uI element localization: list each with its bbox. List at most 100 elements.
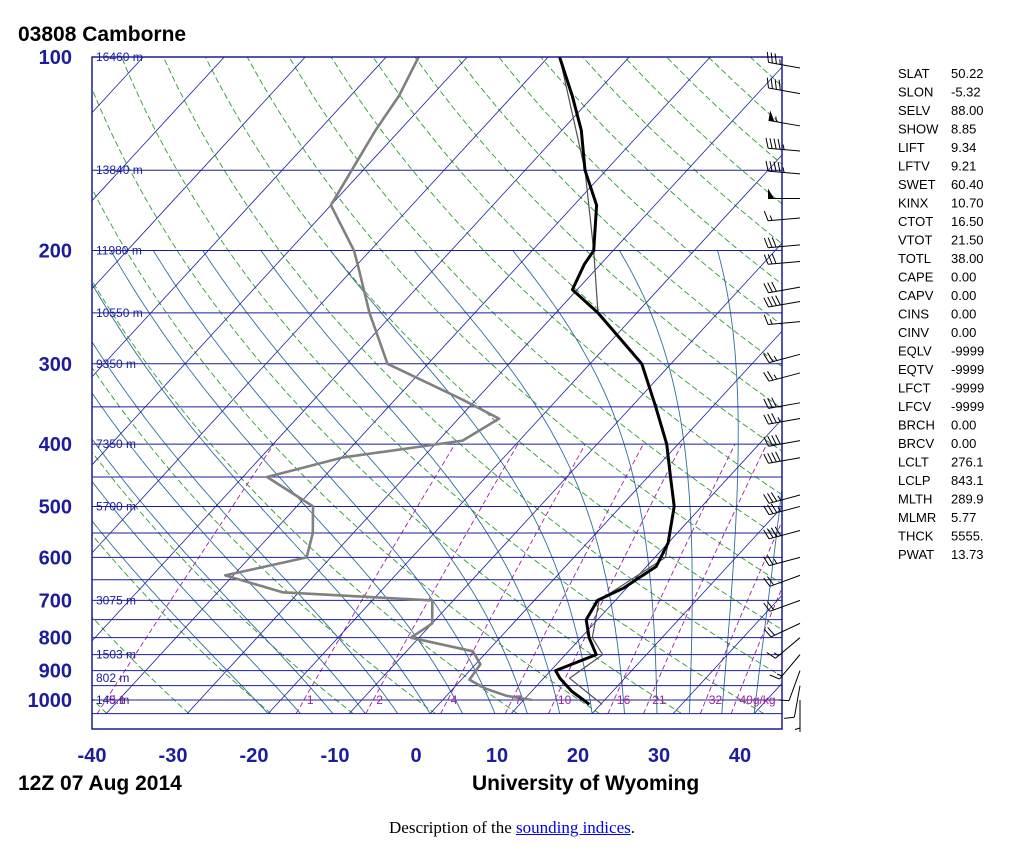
wind-barb [794, 700, 801, 732]
height-label: 10550 m [96, 306, 143, 320]
index-value: 60.40 [951, 177, 984, 192]
wind-barb-full [763, 436, 769, 447]
wind-barb-full [763, 297, 769, 308]
isotherm-line [92, 57, 306, 290]
sounding-indices-link[interactable]: sounding indices [516, 818, 631, 837]
index-value: -9999 [951, 381, 984, 396]
isotherm-line [92, 57, 630, 642]
wind-barb-full [775, 451, 781, 462]
wind-barb-full [773, 138, 777, 149]
index-value: 5555. [951, 529, 984, 544]
wind-barb-half [773, 652, 779, 657]
index-name: EQLV [898, 344, 932, 359]
mixing-ratio-line [699, 520, 782, 714]
index-value: 0.00 [951, 307, 976, 322]
isotherm-line [92, 57, 387, 378]
wind-barb-full [771, 281, 777, 292]
wind-barb-full [771, 237, 777, 248]
temperature-tick-label: 0 [410, 745, 421, 767]
temperature-tick-label: 40 [729, 745, 751, 767]
index-name: PWAT [898, 547, 934, 562]
wind-barb-full [767, 371, 774, 381]
wind-barb [763, 371, 801, 382]
wind-barb-full [775, 295, 781, 306]
moist-adiabat-line [413, 250, 625, 714]
index-value: 38.00 [951, 251, 984, 266]
pressure-tick-label: 900 [39, 661, 72, 683]
index-value: 0.00 [951, 288, 976, 303]
station-title: 03808 Camborne [18, 23, 186, 46]
temperature-tick-label: -30 [159, 745, 188, 767]
wind-barb [769, 654, 801, 680]
moist-adiabat-line [619, 250, 693, 714]
wind-barb [763, 281, 801, 294]
wind-barb-staff [788, 670, 801, 701]
wind-barb-staff [768, 440, 801, 447]
isotherm-line [510, 418, 782, 714]
wind-barb-pennant [768, 110, 775, 122]
mixing-ratio-label: 4 [451, 693, 458, 707]
wind-barb [763, 295, 801, 308]
wind-barb-half [776, 673, 783, 677]
dry-adiabats [92, 57, 782, 714]
wind-barb [778, 670, 801, 702]
index-name: LFTV [898, 159, 930, 174]
isobars [92, 57, 782, 715]
wind-barb-half [769, 215, 773, 221]
isotherms [92, 57, 782, 714]
mixing-ratio-line [643, 443, 768, 714]
wind-barb-half [779, 59, 781, 65]
isotherm-line [429, 330, 782, 714]
temperature-tick-label: 20 [567, 745, 589, 767]
wind-barb-full [765, 137, 769, 149]
moist-adiabat-line [202, 250, 528, 714]
index-name: THCK [898, 529, 934, 544]
wind-barb-full [767, 528, 774, 538]
wind-barb-full [771, 435, 777, 446]
wind-barb-full [767, 435, 773, 446]
timestamp: 12Z 07 Aug 2014 [18, 772, 182, 795]
index-value: 0.00 [951, 436, 976, 451]
temperature-tick-label: -10 [321, 745, 350, 767]
wind-barb-staff [768, 353, 801, 364]
moist-adiabat-line [753, 484, 782, 714]
wind-barb-staff [768, 217, 801, 222]
wind-barb-staff [769, 599, 801, 612]
footer-prefix: Description of the [389, 818, 516, 837]
wind-barb-full [770, 52, 773, 64]
wind-barb-full [767, 576, 775, 586]
wind-barb-full [763, 529, 770, 540]
isotherm-line [105, 57, 711, 714]
wind-barb-full [767, 296, 773, 307]
wind-barb-staff [768, 505, 801, 516]
wind-barb [763, 210, 801, 222]
wind-barb-staff [768, 372, 801, 382]
wind-barb-half [777, 506, 782, 512]
wind-barb-half [769, 319, 773, 325]
wind-barbs [763, 51, 801, 732]
index-value: 8.85 [951, 122, 976, 137]
wind-barb-staff [769, 574, 801, 587]
isotherm-line [186, 66, 782, 714]
wind-barb [763, 413, 801, 425]
dry-adiabat-line [92, 534, 272, 714]
sounding-indices: SLAT 50.22 SLON -5.32 SELV 88.00 SHOW 8.85 LIFT 9… [898, 66, 984, 562]
wind-barb-full [774, 526, 782, 536]
index-name: SWET [898, 177, 936, 192]
index-value: 13.73 [951, 547, 984, 562]
wind-barb-staff [768, 494, 801, 504]
wind-barb-full [778, 79, 781, 91]
index-value: 843.1 [951, 473, 984, 488]
mixing-ratio-line [365, 443, 519, 714]
wind-barb-full [770, 492, 778, 502]
wind-barb-full [771, 397, 777, 408]
index-name: EQTV [898, 362, 934, 377]
isotherm-line [591, 506, 782, 714]
index-value: 0.00 [951, 325, 976, 340]
dry-adiabat-line [120, 57, 765, 714]
dry-adiabat-line [92, 366, 436, 714]
index-value: 276.1 [951, 455, 984, 470]
wind-barb-staff [770, 622, 801, 638]
wind-barb-full [774, 79, 777, 90]
wind-barb-staff [768, 61, 801, 69]
